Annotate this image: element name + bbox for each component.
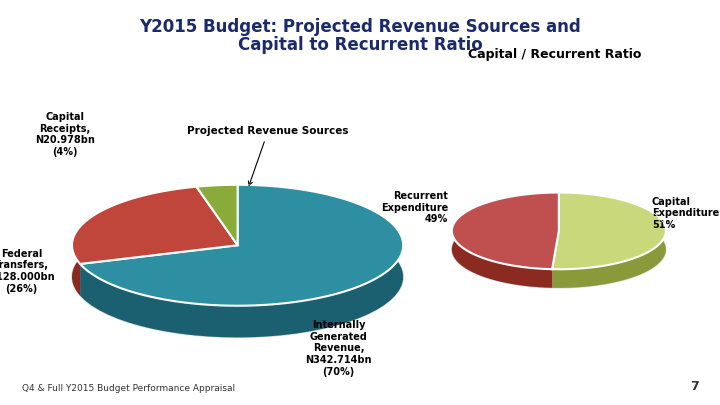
Polygon shape: [197, 185, 238, 245]
Polygon shape: [552, 192, 666, 288]
Text: Q4 & Full Y2015 Budget Performance Appraisal: Q4 & Full Y2015 Budget Performance Appra…: [22, 384, 235, 393]
Polygon shape: [72, 216, 403, 337]
Polygon shape: [72, 187, 197, 296]
Text: Recurrent
Expenditure
49%: Recurrent Expenditure 49%: [381, 191, 449, 224]
Text: Capital / Recurrent Ratio: Capital / Recurrent Ratio: [468, 48, 641, 61]
Polygon shape: [80, 185, 403, 306]
Polygon shape: [552, 192, 666, 269]
Text: Capital to Recurrent Ratio: Capital to Recurrent Ratio: [238, 36, 482, 54]
Polygon shape: [80, 185, 403, 337]
Text: Capital
Receipts,
N20.978bn
(4%): Capital Receipts, N20.978bn (4%): [35, 112, 95, 157]
Polygon shape: [197, 185, 238, 218]
Polygon shape: [452, 192, 559, 269]
Text: Projected Revenue Sources: Projected Revenue Sources: [187, 126, 348, 185]
Text: Capital
Expenditure
51%: Capital Expenditure 51%: [652, 197, 719, 230]
Text: Y2015 Budget: Projected Revenue Sources and: Y2015 Budget: Projected Revenue Sources …: [139, 18, 581, 36]
Polygon shape: [452, 211, 666, 288]
Text: 7: 7: [690, 380, 698, 393]
Text: Internally
Generated
Revenue,
N342.714bn
(70%): Internally Generated Revenue, N342.714bn…: [305, 320, 372, 377]
Polygon shape: [72, 187, 238, 264]
Text: Federal
Transfers,
N128.000bn
(26%): Federal Transfers, N128.000bn (26%): [0, 249, 55, 294]
Polygon shape: [452, 192, 559, 288]
